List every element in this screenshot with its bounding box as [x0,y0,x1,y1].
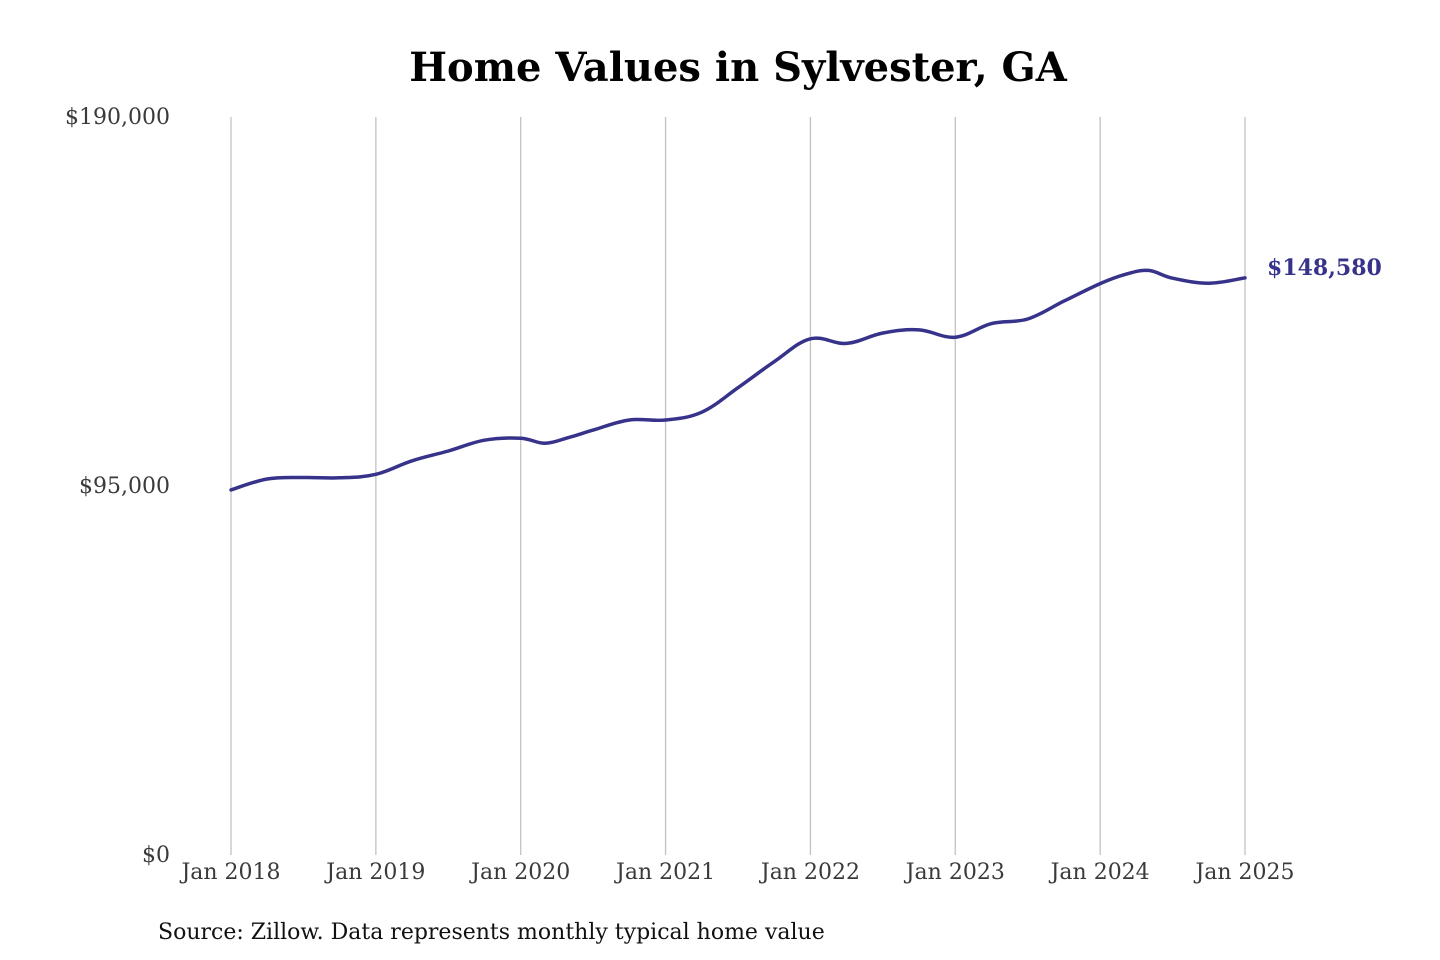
x-tick-label: Jan 2023 [904,860,1005,885]
chart-title: Home Values in Sylvester, GA [409,44,1067,91]
source-note: Source: Zillow. Data represents monthly … [158,920,825,945]
y-tick-label: $95,000 [79,474,170,499]
y-axis-tick-labels: $0 $95,000 $190,000 [65,105,170,868]
y-tick-label: $190,000 [65,105,170,130]
x-axis-tick-labels: Jan 2018 Jan 2019 Jan 2020 Jan 2021 Jan 2022… [179,860,1294,885]
x-tick-label: Jan 2018 [179,860,280,885]
x-tick-label: Jan 2025 [1193,860,1294,885]
home-value-line [229,268,1247,492]
x-tick-label: Jan 2021 [614,860,715,885]
x-tick-label: Jan 2020 [469,860,570,885]
latest-value-label: $148,580 [1267,255,1382,281]
x-tick-label: Jan 2022 [759,860,860,885]
x-tick-label: Jan 2024 [1049,860,1150,885]
y-tick-label: $0 [142,843,170,868]
x-tick-label: Jan 2019 [324,860,425,885]
gridlines [230,117,1246,855]
